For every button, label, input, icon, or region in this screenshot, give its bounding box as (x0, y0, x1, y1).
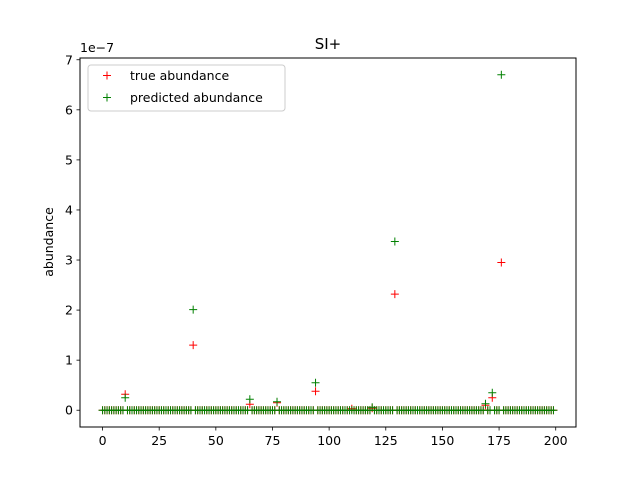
legend-marker-predicted (103, 93, 111, 102)
x-tick-label: 125 (374, 433, 398, 448)
legend-label-true: true abundance (130, 68, 229, 83)
data-markers (98, 70, 558, 415)
predicted-abundance-point (488, 388, 497, 397)
x-tick-label: 200 (544, 433, 568, 448)
legend-marker-true (103, 71, 111, 80)
predicted-abundance-point (245, 395, 254, 404)
legend-marker-plus (103, 93, 111, 102)
y-tick-label: 7 (65, 52, 73, 67)
legend-label-predicted: predicted abundance (130, 90, 263, 105)
legend: true abundance predicted abundance (87, 64, 286, 112)
true-abundance-point (311, 387, 320, 396)
y-tick-label: 2 (65, 303, 73, 318)
chart-title: SI+ (315, 35, 342, 53)
x-tick-label: 100 (317, 433, 341, 448)
y-tick-label: 4 (65, 202, 73, 217)
y-tick-label: 1 (65, 353, 73, 368)
predicted-abundance-point (549, 406, 558, 415)
plot-frame (79, 57, 577, 428)
true-abundance-point (390, 290, 399, 299)
legend-box (87, 64, 286, 112)
predicted-abundance-point (497, 70, 506, 79)
y-tick-label: 6 (65, 102, 73, 117)
x-tick-label: 0 (99, 433, 107, 448)
predicted-abundance-point (481, 399, 490, 408)
x-tick-label: 150 (430, 433, 454, 448)
y-tick-label: 3 (65, 253, 73, 268)
plot-area (80, 58, 576, 427)
predicted-abundance-point (189, 305, 198, 314)
x-axis: 0 25 50 75 100 125 150 175 200 (99, 427, 568, 448)
predicted-abundance-point (273, 397, 282, 406)
predicted-abundance-point (121, 393, 130, 402)
y-tick-label: 0 (65, 403, 73, 418)
predicted-abundance-point (311, 378, 320, 387)
x-tick-label: 75 (265, 433, 281, 448)
y-axis-title: abundance (41, 207, 56, 277)
y-tick-label: 5 (65, 152, 73, 167)
true-abundance-point (497, 258, 506, 267)
legend-marker-plus (103, 71, 111, 80)
true-abundance-point (189, 341, 198, 350)
y-axis: 0 1 2 3 4 5 6 7 (65, 52, 80, 418)
y-offset-label: 1e−7 (80, 40, 114, 55)
x-tick-label: 50 (208, 433, 224, 448)
predicted-abundance-point (390, 237, 399, 246)
x-tick-label: 175 (487, 433, 511, 448)
x-tick-label: 25 (151, 433, 167, 448)
